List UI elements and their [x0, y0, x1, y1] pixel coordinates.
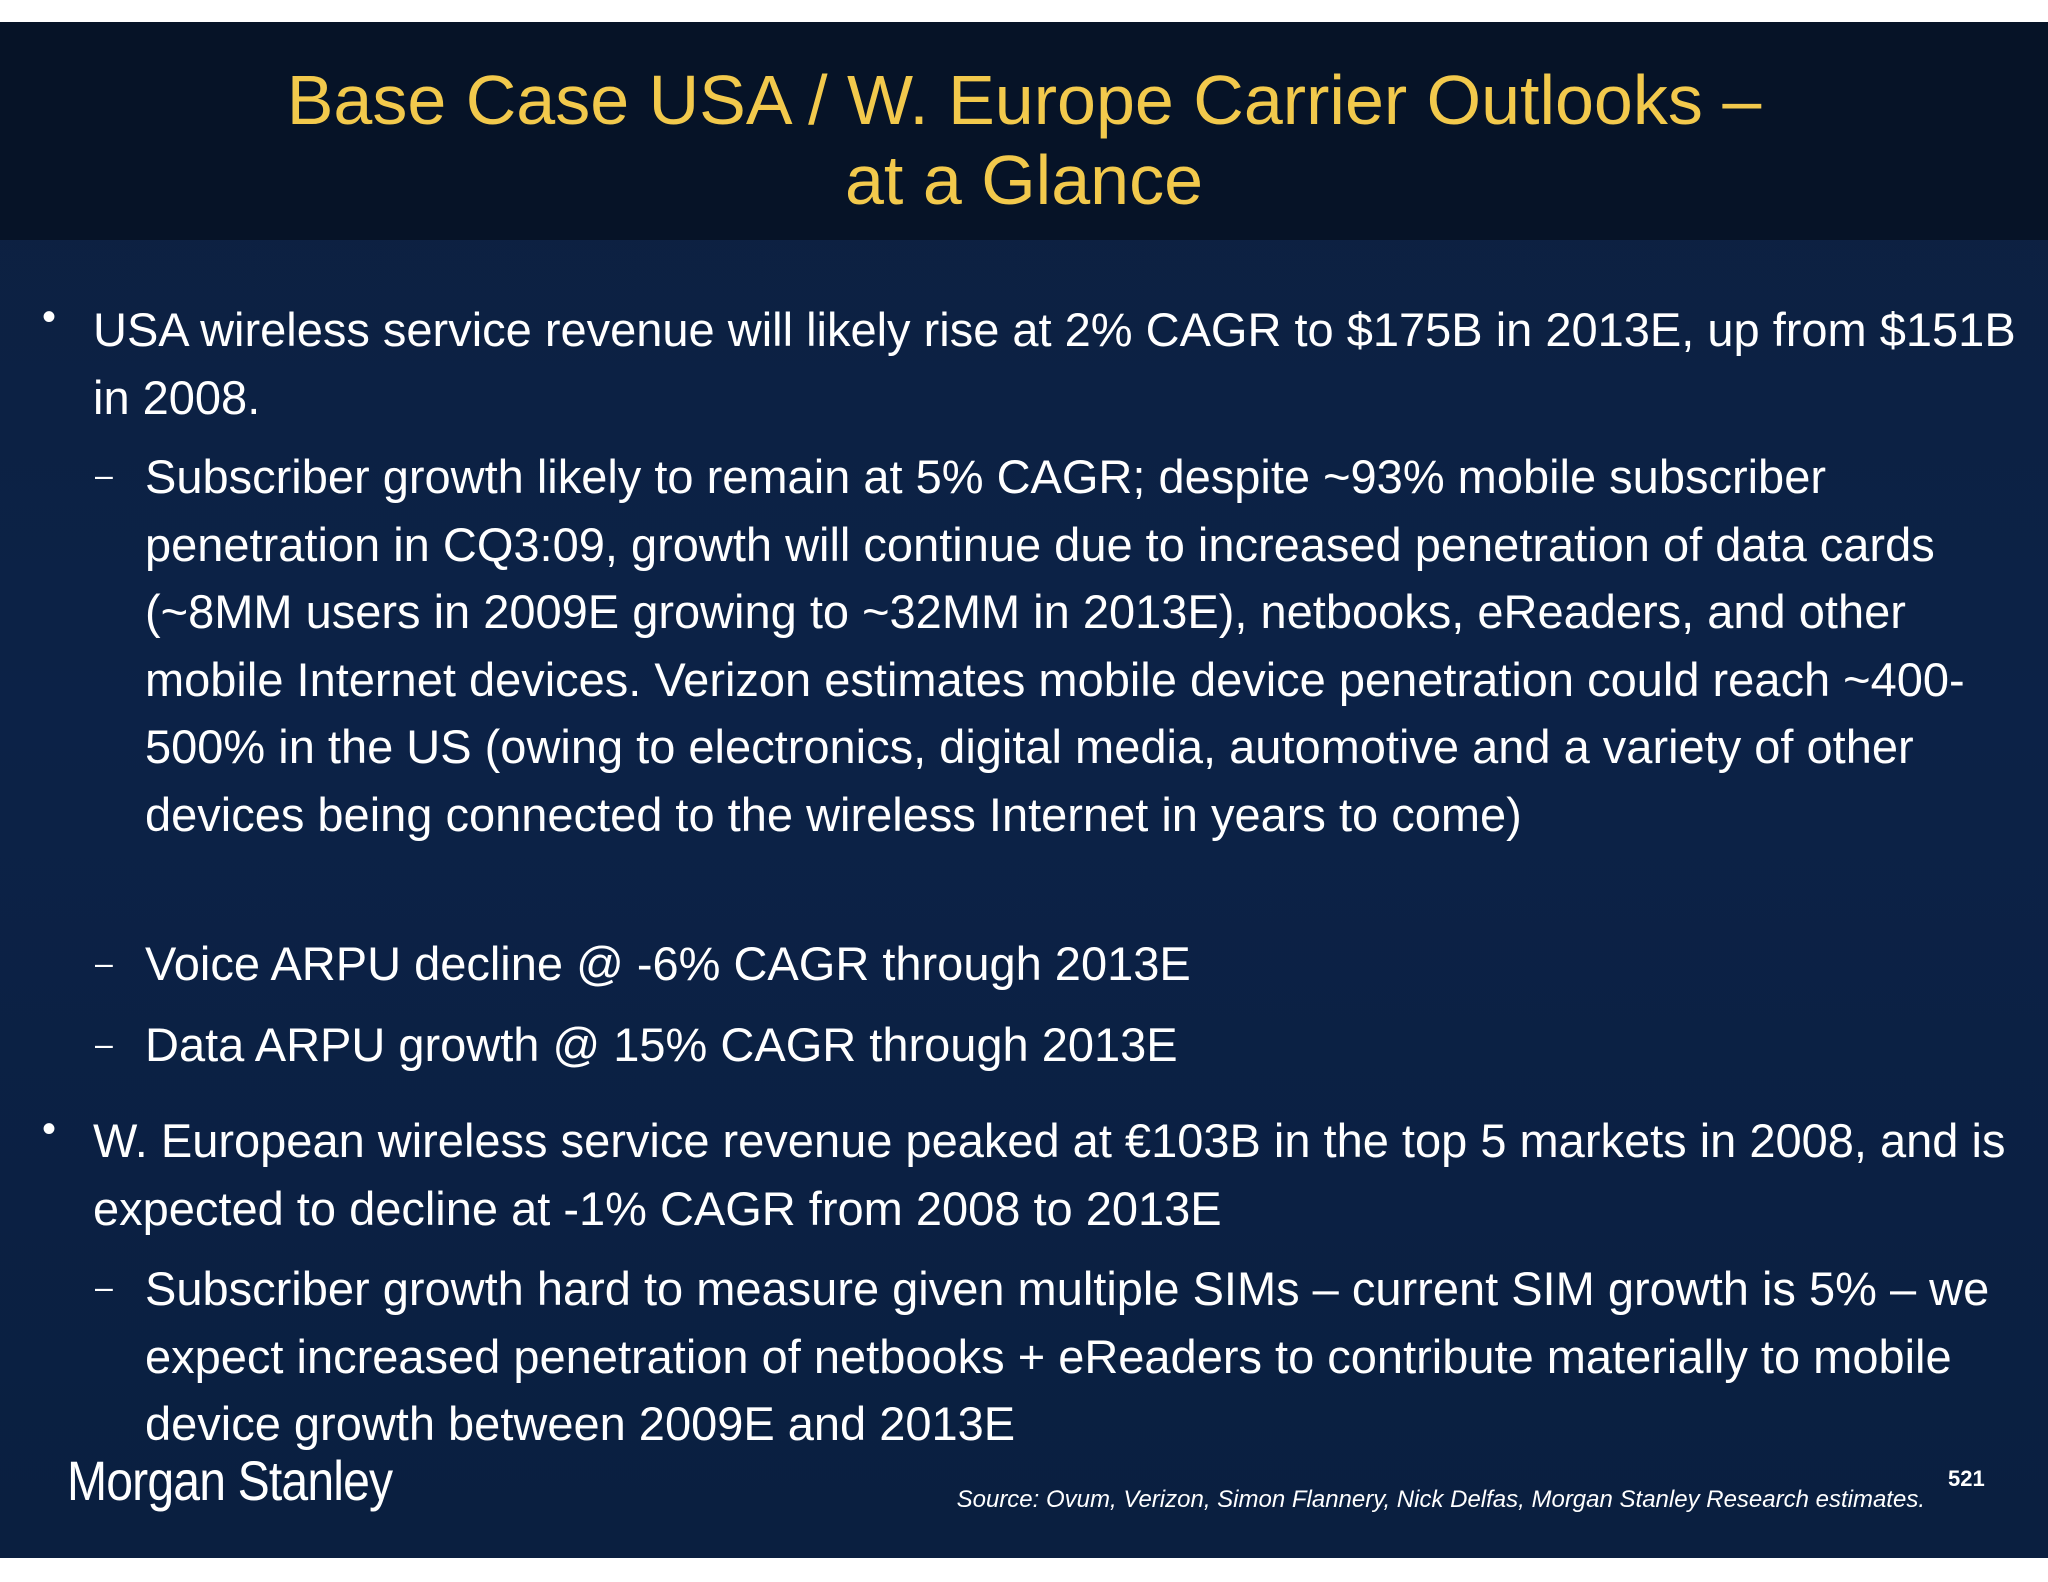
sub-bullet-europe-subscribers: Subscriber growth hard to measure given … — [145, 1262, 1990, 1450]
sub-bullet-marker: – — [95, 457, 113, 493]
page-number: 521 — [1948, 1466, 1985, 1491]
bullet-europe-revenue: W. European wireless service revenue pea… — [93, 1114, 2006, 1235]
sub-bullet-data-arpu: Data ARPU growth @ 15% CAGR through 2013… — [145, 1018, 1178, 1071]
bullet-usa-revenue: USA wireless service revenue will likely… — [93, 303, 2016, 424]
sub-bullet-marker: – — [95, 1026, 113, 1062]
bullet-marker: • — [42, 1107, 57, 1151]
sub-bullet-usa-subscribers: Subscriber growth likely to remain at 5%… — [145, 450, 1965, 841]
sub-bullet-marker: – — [95, 1269, 113, 1305]
title-line-2: at a Glance — [845, 141, 1203, 219]
sub-bullet-voice-arpu: Voice ARPU decline @ -6% CAGR through 20… — [145, 937, 1191, 990]
bullet-marker: • — [42, 295, 57, 339]
slide: Base Case USA / W. Europe Carrier Outloo… — [0, 22, 2048, 1558]
morgan-stanley-logo: Morgan Stanley — [67, 1449, 393, 1512]
title-line-1: Base Case USA / W. Europe Carrier Outloo… — [286, 61, 1762, 139]
slide-title: Base Case USA / W. Europe Carrier Outloo… — [0, 60, 2048, 220]
sub-bullet-marker: – — [95, 945, 113, 981]
title-band — [0, 22, 2048, 240]
source-note: Source: Ovum, Verizon, Simon Flannery, N… — [956, 1486, 1925, 1513]
